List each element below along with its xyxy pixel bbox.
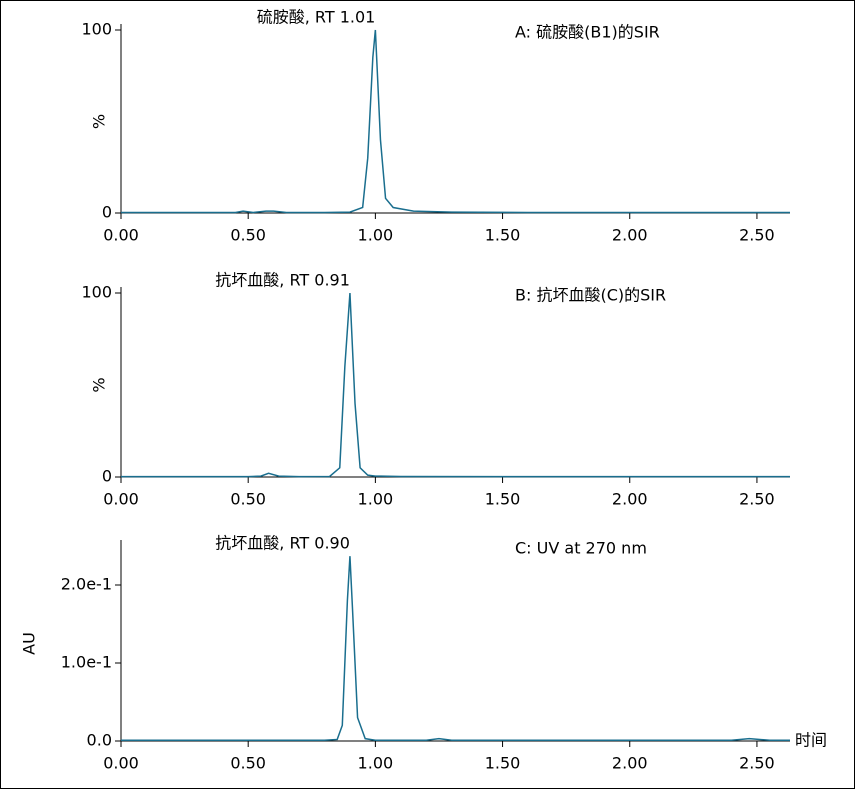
x-tick-label: 2.50 (739, 754, 775, 773)
x-tick-label: 0.00 (103, 226, 139, 245)
x-tick-label: 1.00 (358, 754, 394, 773)
panel-title: C: UV at 270 nm (515, 539, 647, 558)
y-tick-label: 0 (102, 203, 112, 222)
y-tick-label: 100 (81, 283, 112, 302)
y-tick-label: 100 (81, 20, 112, 39)
x-tick-label: 2.00 (612, 226, 648, 245)
x-tick-label: 1.50 (485, 226, 521, 245)
y-axis-label: % (90, 377, 109, 392)
x-tick-label: 0.00 (103, 754, 139, 773)
x-tick-label: 1.50 (485, 490, 521, 509)
x-tick-label: 2.50 (739, 490, 775, 509)
y-axis-label: AU (20, 632, 39, 655)
x-axis-label: 时间 (795, 731, 827, 750)
y-tick-label: 2.0e-1 (61, 575, 112, 594)
x-tick-label: 2.00 (612, 754, 648, 773)
y-axis-label: % (90, 114, 109, 129)
x-tick-label: 0.50 (230, 754, 266, 773)
x-tick-label: 0.50 (230, 490, 266, 509)
x-tick-label: 0.00 (103, 490, 139, 509)
y-tick-label: 0.0 (87, 731, 112, 750)
x-tick-label: 1.50 (485, 754, 521, 773)
x-tick-label: 1.00 (358, 226, 394, 245)
x-tick-label: 1.00 (358, 490, 394, 509)
peak-annotation: 硫胺酸, RT 1.01 (257, 8, 376, 27)
x-tick-label: 0.50 (230, 226, 266, 245)
peak-annotation: 抗坏血酸, RT 0.91 (215, 271, 350, 290)
peak-annotation: 抗坏血酸, RT 0.90 (215, 534, 350, 553)
y-tick-label: 1.0e-1 (61, 653, 112, 672)
panel-title: B: 抗坏血酸(C)的SIR (515, 286, 666, 305)
x-tick-label: 2.00 (612, 490, 648, 509)
x-tick-label: 2.50 (739, 226, 775, 245)
trace-line (121, 292, 790, 478)
y-tick-label: 0 (102, 467, 112, 486)
panel-title: A: 硫胺酸(B1)的SIR (515, 23, 660, 42)
trace-line (121, 29, 790, 214)
trace-line (121, 556, 790, 741)
